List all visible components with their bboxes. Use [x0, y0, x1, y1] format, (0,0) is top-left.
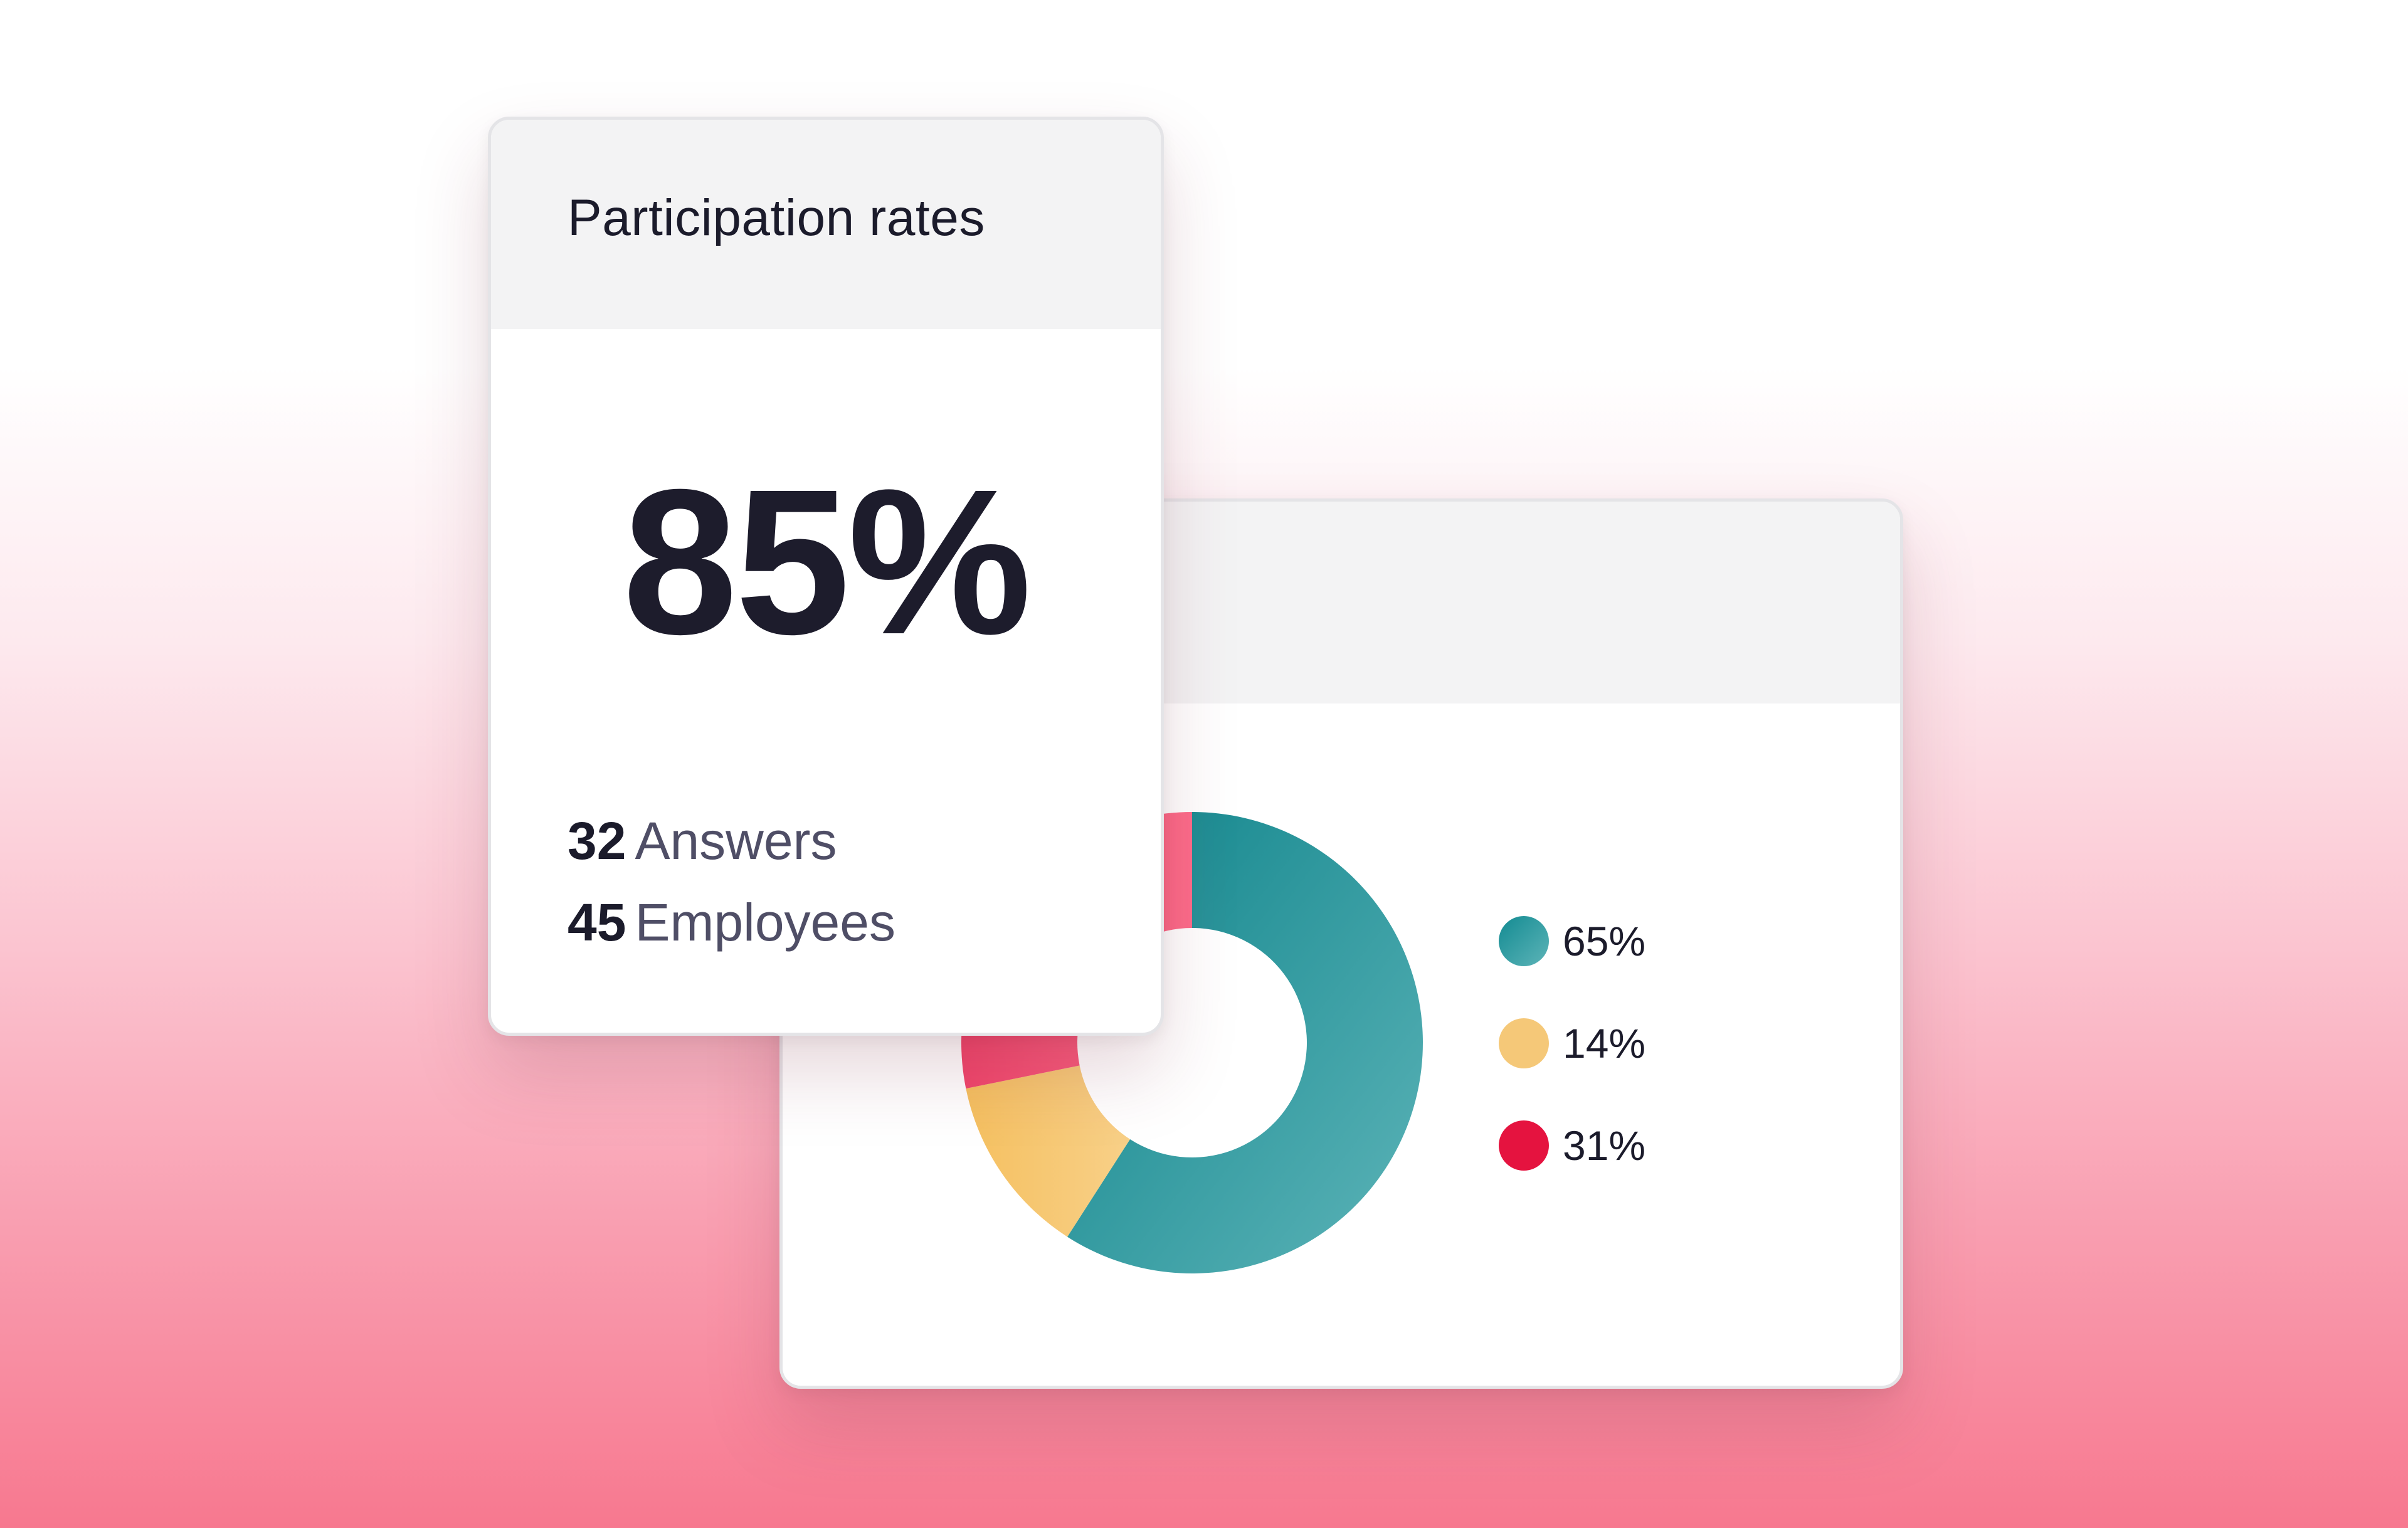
answers-stat: 32 Answers: [568, 814, 837, 867]
employees-label: Employees: [635, 893, 895, 952]
legend-label-3: 31%: [1563, 1122, 1646, 1169]
legend-swatch-yellow: [1499, 1018, 1549, 1068]
participation-card: Participation rates 85% 32 Answers 45 Empl…: [488, 117, 1164, 1036]
card-title: Participation rates: [568, 189, 985, 246]
donut-slice-teal: [1067, 812, 1423, 1273]
legend-item-1: 65%: [1499, 912, 1750, 969]
legend-label-2: 14%: [1563, 1020, 1646, 1067]
answers-count: 32: [568, 811, 626, 870]
legend-item-2: 14%: [1499, 1014, 1750, 1071]
legend-swatch-red: [1499, 1120, 1549, 1171]
answers-label: Answers: [635, 811, 837, 870]
employees-stat: 45 Employees: [568, 896, 895, 949]
legend-swatch-teal: [1499, 916, 1549, 966]
participation-rate: 85%: [622, 446, 1032, 677]
legend-label-1: 65%: [1563, 918, 1646, 964]
donut-slice-yellow: [966, 1065, 1131, 1237]
participation-card-header: Participation rates: [491, 120, 1161, 329]
legend-item-3: 31%: [1499, 1117, 1750, 1173]
employees-count: 45: [568, 893, 626, 952]
